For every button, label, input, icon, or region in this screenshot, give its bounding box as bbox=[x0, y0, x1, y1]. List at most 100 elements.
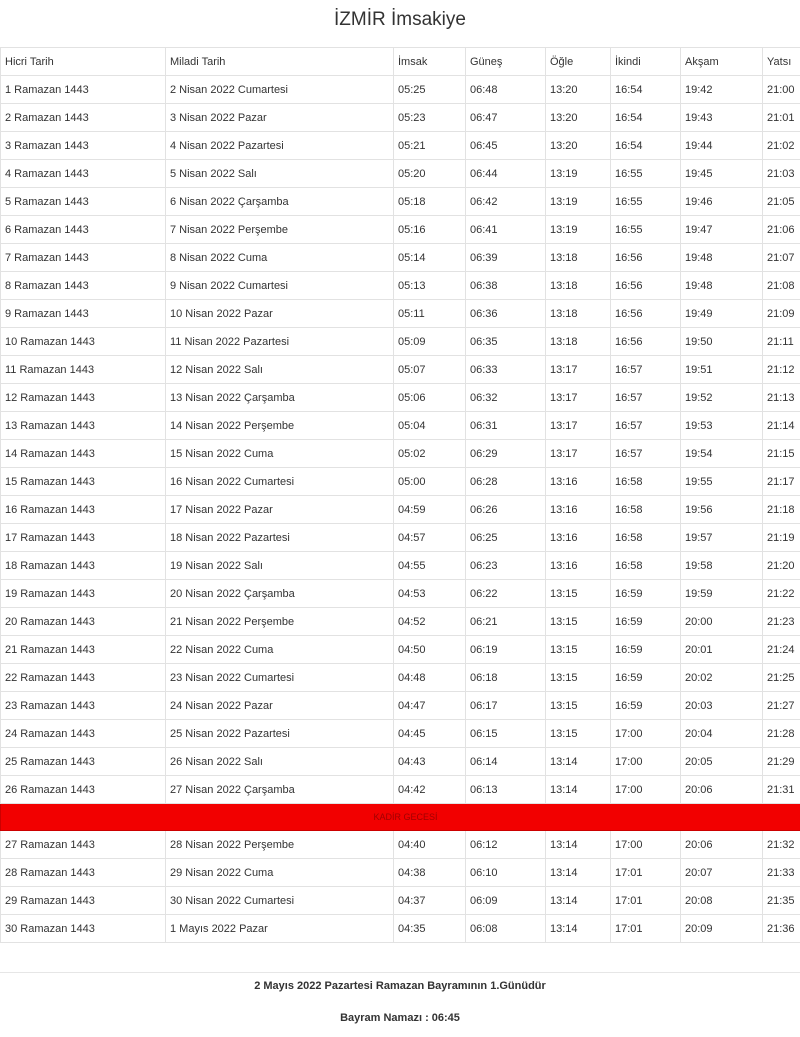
table-cell: 16:56 bbox=[610, 271, 681, 300]
table-cell: 06:36 bbox=[465, 299, 546, 328]
table-cell: 13:15 bbox=[545, 635, 611, 664]
table-cell: 21:24 bbox=[762, 635, 800, 664]
table-cell: 06:09 bbox=[465, 886, 546, 915]
table-cell: 30 Nisan 2022 Cumartesi bbox=[165, 886, 394, 915]
table-cell: 21:35 bbox=[762, 886, 800, 915]
table-cell: 19 Nisan 2022 Salı bbox=[165, 551, 394, 580]
table-cell: 06:42 bbox=[465, 187, 546, 216]
table-header-row: Hicri Tarih Miladi Tarih İmsak Güneş Öğle İki… bbox=[0, 47, 800, 76]
table-cell: 19:57 bbox=[680, 523, 763, 552]
table-cell: 06:32 bbox=[465, 383, 546, 412]
table-cell: 30 Ramazan 1443 bbox=[0, 914, 166, 943]
table-cell: 13:19 bbox=[545, 187, 611, 216]
table-row: 5 Ramazan 1443 6 Nisan 2022 Çarşamba 05:18… bbox=[0, 187, 800, 216]
table-cell: 13:14 bbox=[545, 858, 611, 887]
table-row: 8 Ramazan 1443 9 Nisan 2022 Cumartesi 05:1… bbox=[0, 271, 800, 300]
table-row: 17 Ramazan 1443 18 Nisan 2022 Pazartesi 04… bbox=[0, 523, 800, 552]
table-cell: 21:14 bbox=[762, 411, 800, 440]
table-cell: 21:15 bbox=[762, 439, 800, 468]
table-cell: 16:58 bbox=[610, 551, 681, 580]
table-cell: 1 Mayıs 2022 Pazar bbox=[165, 914, 394, 943]
table-cell: 06:31 bbox=[465, 411, 546, 440]
table-cell: 17:01 bbox=[610, 886, 681, 915]
table-cell: 21:01 bbox=[762, 103, 800, 132]
table-row: 21 Ramazan 1443 22 Nisan 2022 Cuma 04:50 06… bbox=[0, 635, 800, 664]
table-cell: 16:58 bbox=[610, 467, 681, 496]
divider bbox=[0, 972, 800, 973]
table-cell: 29 Nisan 2022 Cuma bbox=[165, 858, 394, 887]
table-row: 14 Ramazan 1443 15 Nisan 2022 Cuma 05:02 06… bbox=[0, 439, 800, 468]
table-cell: 13:14 bbox=[545, 775, 611, 804]
table-cell: 13:14 bbox=[545, 830, 611, 859]
table-cell: 17:00 bbox=[610, 775, 681, 804]
table-cell: 04:37 bbox=[393, 886, 466, 915]
table-cell: 06:13 bbox=[465, 775, 546, 804]
table-cell: 21:31 bbox=[762, 775, 800, 804]
table-cell: 19:43 bbox=[680, 103, 763, 132]
table-row: 29 Ramazan 1443 30 Nisan 2022 Cumartesi 04… bbox=[0, 886, 800, 915]
table-row: 3 Ramazan 1443 4 Nisan 2022 Pazartesi 05:2… bbox=[0, 131, 800, 160]
table-cell: 05:07 bbox=[393, 355, 466, 384]
table-cell: 21 Nisan 2022 Perşembe bbox=[165, 607, 394, 636]
table-cell: 06:47 bbox=[465, 103, 546, 132]
table-cell: 06:35 bbox=[465, 327, 546, 356]
table-cell: 19:58 bbox=[680, 551, 763, 580]
table-cell: 27 Nisan 2022 Çarşamba bbox=[165, 775, 394, 804]
table-cell: 04:59 bbox=[393, 495, 466, 524]
table-row: 7 Ramazan 1443 8 Nisan 2022 Cuma 05:14 06:3… bbox=[0, 243, 800, 272]
table-cell: 13:15 bbox=[545, 579, 611, 608]
table-cell: 21:09 bbox=[762, 299, 800, 328]
table-cell: 04:48 bbox=[393, 663, 466, 692]
table-cell: 13:15 bbox=[545, 607, 611, 636]
table-cell: 13:17 bbox=[545, 383, 611, 412]
table-cell: 20 Nisan 2022 Çarşamba bbox=[165, 579, 394, 608]
table-cell: 16:59 bbox=[610, 607, 681, 636]
table-cell: 05:09 bbox=[393, 327, 466, 356]
table-cell: 19:45 bbox=[680, 159, 763, 188]
table-cell: 16:58 bbox=[610, 523, 681, 552]
table-cell: 20:06 bbox=[680, 830, 763, 859]
table-row: 1 Ramazan 1443 2 Nisan 2022 Cumartesi 05:2… bbox=[0, 75, 800, 104]
table-cell: 15 Ramazan 1443 bbox=[0, 467, 166, 496]
table-cell: 29 Ramazan 1443 bbox=[0, 886, 166, 915]
table-cell: 19:48 bbox=[680, 271, 763, 300]
table-cell: 9 Ramazan 1443 bbox=[0, 299, 166, 328]
table-cell: 20:00 bbox=[680, 607, 763, 636]
table-cell: 21 Ramazan 1443 bbox=[0, 635, 166, 664]
table-cell: 20:03 bbox=[680, 691, 763, 720]
table-row: 10 Ramazan 1443 11 Nisan 2022 Pazartesi 05… bbox=[0, 327, 800, 356]
table-cell: 05:23 bbox=[393, 103, 466, 132]
table-cell: 23 Nisan 2022 Cumartesi bbox=[165, 663, 394, 692]
table-cell: 05:13 bbox=[393, 271, 466, 300]
table-cell: 05:14 bbox=[393, 243, 466, 272]
table-cell: 19:51 bbox=[680, 355, 763, 384]
table-cell: 06:29 bbox=[465, 439, 546, 468]
table-cell: 04:52 bbox=[393, 607, 466, 636]
table-cell: 1 Ramazan 1443 bbox=[0, 75, 166, 104]
table-cell: 19:47 bbox=[680, 215, 763, 244]
table-cell: 10 Nisan 2022 Pazar bbox=[165, 299, 394, 328]
column-header: Akşam bbox=[680, 47, 763, 76]
table-cell: 21:32 bbox=[762, 830, 800, 859]
table-cell: 21:22 bbox=[762, 579, 800, 608]
table-row: 9 Ramazan 1443 10 Nisan 2022 Pazar 05:11 06… bbox=[0, 299, 800, 328]
table-cell: 20:01 bbox=[680, 635, 763, 664]
table-cell: 20:04 bbox=[680, 719, 763, 748]
table-cell: 17:01 bbox=[610, 914, 681, 943]
table-cell: 15 Nisan 2022 Cuma bbox=[165, 439, 394, 468]
column-header: Öğle bbox=[545, 47, 611, 76]
table-cell: 20:09 bbox=[680, 914, 763, 943]
table-cell: 27 Ramazan 1443 bbox=[0, 830, 166, 859]
table-cell: 04:42 bbox=[393, 775, 466, 804]
table-cell: 16:54 bbox=[610, 131, 681, 160]
table-cell: 16:55 bbox=[610, 159, 681, 188]
table-cell: 05:21 bbox=[393, 131, 466, 160]
table-cell: 16:59 bbox=[610, 635, 681, 664]
table-cell: 13:14 bbox=[545, 914, 611, 943]
table-cell: 13:16 bbox=[545, 495, 611, 524]
table-cell: 21:11 bbox=[762, 327, 800, 356]
table-cell: 13:18 bbox=[545, 271, 611, 300]
table-row: 24 Ramazan 1443 25 Nisan 2022 Pazartesi 04… bbox=[0, 719, 800, 748]
table-cell: 06:45 bbox=[465, 131, 546, 160]
table-cell: 6 Ramazan 1443 bbox=[0, 215, 166, 244]
